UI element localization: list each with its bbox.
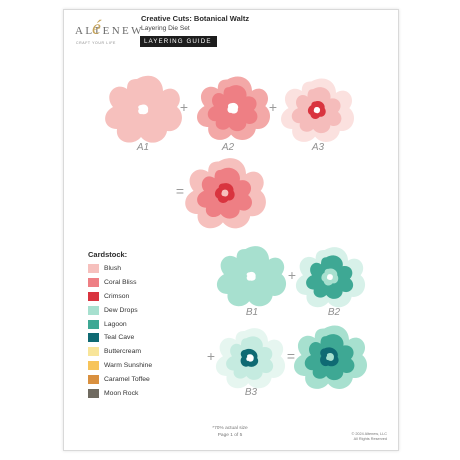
color-swatch <box>88 374 99 384</box>
color-swatch <box>88 278 99 288</box>
cardstock-item: Lagoon <box>88 317 152 331</box>
plus-sign-a1-a2: + <box>179 99 189 115</box>
color-swatch <box>88 333 99 343</box>
page-number: Page 1 of 5 <box>217 433 243 438</box>
cardstock-item: Dew Drops <box>88 303 152 317</box>
cardstock-label: Caramel Toffee <box>104 375 150 383</box>
step-label-a2: A2 <box>221 142 235 153</box>
cardstock-item: Crimson <box>88 290 152 304</box>
equals-sign-b: = <box>286 348 296 364</box>
cardstock-label: Crimson <box>104 292 130 300</box>
cardstock-item: Moon Rock <box>88 386 152 400</box>
cardstock-label: Lagoon <box>104 320 127 328</box>
brand-wordmark: ALTENEW <box>75 25 144 37</box>
flower-b-assembled-hole <box>326 353 334 361</box>
color-swatch <box>88 264 99 274</box>
cardstock-label: Dew Drops <box>104 306 138 314</box>
plus-sign-b1-b2: + <box>287 267 297 283</box>
scale-note: *70% actual size <box>212 426 248 431</box>
page-title: Creative Cuts: Botanical Waltz <box>141 14 250 23</box>
equals-sign-a: = <box>175 183 185 199</box>
cardstock-item: Warm Sunshine <box>88 359 152 373</box>
plus-sign-a2-a3: + <box>268 99 278 115</box>
cardstock-item: Coral Bliss <box>88 276 152 290</box>
cardstock-item: Buttercream <box>88 345 152 359</box>
flower-a2-hole <box>227 102 239 114</box>
cardstock-label: Warm Sunshine <box>104 361 153 369</box>
layering-guide-badge: LAYERING GUIDE <box>140 36 217 47</box>
rights-text: All Rights Reserved <box>353 437 387 441</box>
page-subtitle: Layering Die Set <box>141 25 190 32</box>
footer-right: © 2024 Altenew, LLC All Rights Reserved <box>330 432 387 442</box>
step-label-a3: A3 <box>311 142 325 153</box>
cardstock-title: Cardstock: <box>88 250 128 259</box>
color-swatch <box>88 388 99 398</box>
step-label-b3: B3 <box>244 387 258 398</box>
footer-center: *70% actual size Page 1 of 5 <box>190 425 270 439</box>
cardstock-label: Blush <box>104 265 122 273</box>
cardstock-item: Teal Cave <box>88 331 152 345</box>
flower-a1-hole <box>138 104 149 115</box>
cardstock-label: Teal Cave <box>104 334 135 342</box>
color-swatch <box>88 319 99 329</box>
flower-b3-hole <box>246 354 254 362</box>
cardstock-legend: Cardstock: Blush Coral Bliss Crimson Dew Dr… <box>88 250 152 400</box>
color-swatch <box>88 305 99 315</box>
cardstock-item: Blush <box>88 262 152 276</box>
color-swatch <box>88 291 99 301</box>
cardstock-label: Moon Rock <box>104 389 139 397</box>
cardstock-label: Buttercream <box>104 348 142 356</box>
step-label-b1: B1 <box>245 307 259 318</box>
brand-tagline: CRAFT YOUR LIFE <box>76 41 116 45</box>
cardstock-label: Coral Bliss <box>104 279 137 287</box>
flower-b2-hole <box>326 274 333 281</box>
flower-a3-hole <box>313 106 321 114</box>
flower-b1-hole <box>246 271 256 281</box>
step-label-b2: B2 <box>327 307 341 318</box>
color-swatch <box>88 347 99 357</box>
cardstock-list: Blush Coral Bliss Crimson Dew Drops Lagoon Te… <box>88 262 152 400</box>
cardstock-item: Caramel Toffee <box>88 372 152 386</box>
plus-sign-b3: + <box>206 348 216 364</box>
step-label-a1: A1 <box>136 142 150 153</box>
color-swatch <box>88 360 99 370</box>
copyright-text: © 2024 Altenew, LLC <box>351 432 387 436</box>
flower-a-assembled-hole <box>221 189 229 197</box>
brand-logo-icon: é <box>92 17 101 39</box>
